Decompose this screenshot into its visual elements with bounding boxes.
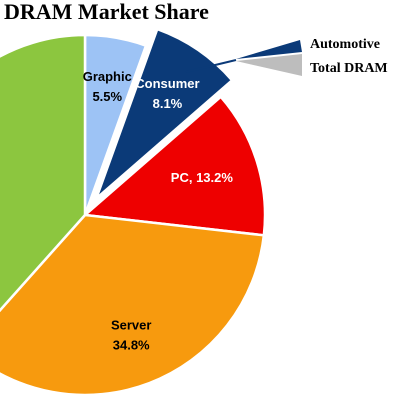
- pie-slice: [82, 95, 267, 237]
- category-label: Consumer: [135, 76, 199, 91]
- pie-slice: [0, 213, 266, 397]
- annotation: Automotive: [310, 37, 380, 52]
- category-label: Graphic: [83, 69, 132, 84]
- value-label: PC, 13.2%: [171, 170, 234, 185]
- annotation: Total DRAM: [310, 61, 388, 76]
- pie-slice: [93, 27, 234, 203]
- chart-title: DRAM Market Share: [4, 0, 209, 24]
- callout-line: [185, 59, 237, 73]
- value-label: 8.1%: [153, 96, 183, 111]
- value-label: 34.8%: [113, 338, 150, 353]
- inset-total-wedge: [236, 54, 302, 76]
- category-label: Server: [111, 318, 151, 333]
- value-label: 5.5%: [92, 89, 122, 104]
- pie: [0, 27, 267, 397]
- inset-automotive-wedge: [236, 40, 302, 59]
- pie-slice: [0, 33, 87, 313]
- labels: Graphic 5.5% Consumer 8.1% PC, 13.2% Server 34…: [83, 69, 234, 353]
